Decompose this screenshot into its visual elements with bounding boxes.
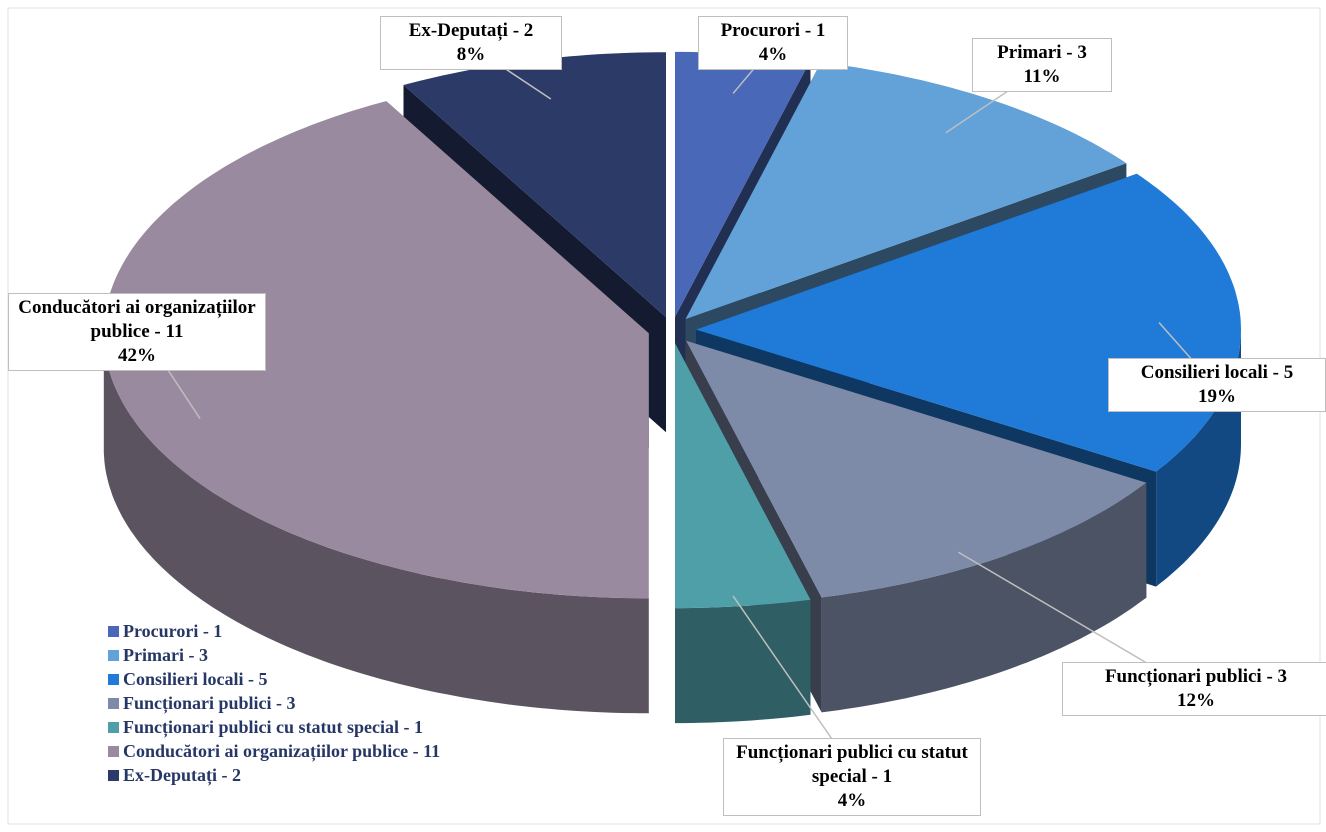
legend-swatch [108, 722, 119, 733]
data-label: Funcționari publici cu statut special - … [723, 738, 981, 816]
pie-slice [696, 173, 1241, 472]
data-label-name: Primari - 3 [997, 42, 1087, 63]
legend-swatch [108, 674, 119, 685]
data-label-value: 11% [1023, 66, 1061, 87]
data-label: Ex-Deputați - 2 8% [380, 16, 562, 70]
legend-item: Procurori - 1 [108, 621, 222, 642]
legend-swatch [108, 770, 119, 781]
data-label-name: Funcționari publici - 3 [1104, 666, 1288, 687]
legend-item: Funcționari publici - 3 [108, 693, 296, 714]
slice-side [821, 482, 1147, 713]
legend-swatch [108, 650, 119, 661]
data-label-name: Consilieri locali - 5 [1140, 362, 1294, 383]
data-label-value: 12% [1177, 690, 1215, 711]
data-label-name: Procurori - 1 [720, 20, 826, 41]
legend-label: Conducători ai organizațiilor publice - … [123, 741, 441, 761]
legend-label: Funcționari publici cu statut special - … [123, 717, 424, 737]
legend-label: Funcționari publici - 3 [123, 693, 296, 713]
slice-side [675, 599, 811, 724]
slice-side [103, 333, 649, 714]
pie-slice [686, 340, 1147, 598]
slice-side [1156, 329, 1241, 587]
pie-slice [103, 101, 649, 599]
data-label-value: 42% [118, 345, 156, 366]
pie-slice [675, 343, 811, 609]
chart-frame [7, 7, 1321, 825]
data-label-value: 4% [837, 790, 867, 811]
data-label-name: Funcționari publici cu statut special - … [736, 742, 968, 787]
data-label-value: 8% [456, 44, 486, 65]
legend-item: Primari - 3 [108, 645, 208, 666]
data-label: Procurori - 1 4% [698, 16, 848, 70]
data-label: Funcționari publici - 3 12% [1062, 662, 1326, 716]
legend-label: Consilieri locali - 5 [123, 669, 268, 689]
legend-item: Funcționari publici cu statut special - … [108, 717, 423, 738]
data-label-value: 19% [1198, 386, 1236, 407]
pie-slice [675, 51, 811, 317]
legend-swatch [108, 746, 119, 757]
legend-label: Ex-Deputați - 2 [123, 765, 241, 785]
data-label: Consilieri locali - 5 19% [1108, 358, 1326, 412]
legend-swatch [108, 698, 119, 709]
data-label-name: Ex-Deputați - 2 [408, 20, 534, 41]
legend-item: Ex-Deputați - 2 [108, 765, 241, 786]
pie-slice [685, 62, 1127, 320]
data-label: Primari - 3 11% [972, 38, 1112, 92]
pie-slice [403, 52, 666, 318]
legend-label: Procurori - 1 [123, 621, 223, 641]
data-label-name: Conducători ai organizațiilor publice - … [18, 297, 256, 342]
legend-label: Primari - 3 [123, 645, 208, 665]
data-label: Conducători ai organizațiilor publice - … [8, 293, 266, 371]
legend-swatch [108, 626, 119, 637]
data-label-value: 4% [758, 44, 788, 65]
legend-item: Consilieri locali - 5 [108, 669, 267, 690]
legend-item: Conducători ai organizațiilor publice - … [108, 741, 440, 762]
